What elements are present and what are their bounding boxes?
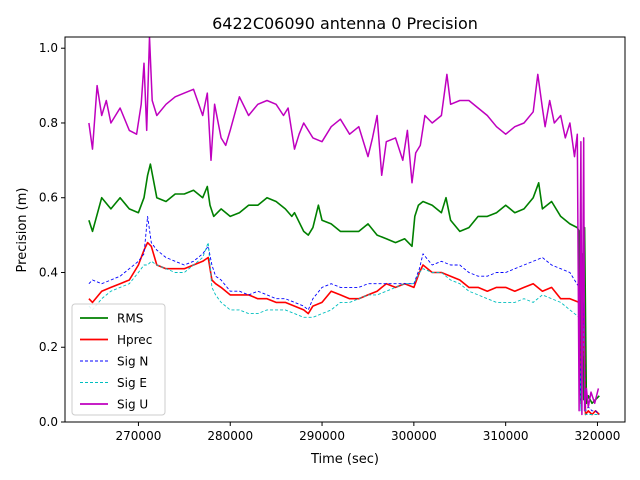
series-line-sig-e [88, 242, 600, 415]
y-axis-label: Precision (m) [15, 188, 30, 273]
x-tick-label: 310000 [483, 429, 529, 443]
x-tick-label: 270000 [116, 429, 162, 443]
legend-label: RMS [117, 312, 143, 326]
x-tick-label: 280000 [207, 429, 253, 443]
y-tick-label: 0.6 [39, 191, 58, 205]
legend-label: Sig N [117, 355, 148, 369]
x-axis-label: Time (sec) [310, 452, 379, 467]
y-axis: 0.0 0.2 0.4 0.6 0.8 1.0 [39, 41, 65, 429]
x-axis: 270000 280000 290000 300000 310000 320000 [116, 422, 621, 443]
legend-label: Hprec [117, 333, 152, 347]
y-tick-label: 0.2 [39, 340, 58, 354]
x-tick-label: 290000 [299, 429, 345, 443]
x-tick-label: 300000 [391, 429, 437, 443]
y-tick-label: 0.8 [39, 116, 58, 130]
series-line-sig-n [88, 215, 600, 415]
plot-frame [64, 36, 626, 423]
y-tick-label: 0.0 [39, 415, 58, 429]
series-line-sig-u [88, 37, 600, 416]
x-tick-label: 320000 [575, 429, 621, 443]
series-line-hprec [88, 241, 600, 416]
y-tick-label: 1.0 [39, 41, 58, 55]
y-tick-label: 0.4 [39, 265, 58, 279]
series-line-rms [88, 163, 600, 405]
legend-box [71, 303, 166, 416]
series-layer [88, 37, 600, 416]
legend: RMS Hprec Sig N Sig E Sig U [71, 303, 166, 416]
chart-title: 6422C06090 antenna 0 Precision [212, 14, 478, 33]
legend-label: Sig U [117, 398, 148, 412]
legend-label: Sig E [117, 376, 147, 390]
